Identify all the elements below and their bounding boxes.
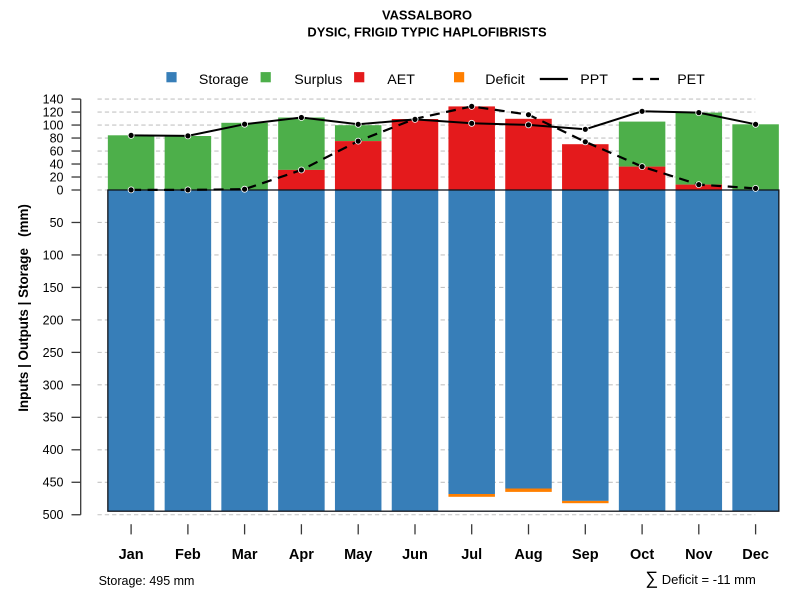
svg-text:60: 60 — [50, 144, 64, 158]
svg-text:300: 300 — [43, 378, 64, 392]
svg-text:∑: ∑ — [645, 568, 658, 588]
svg-text:50: 50 — [50, 216, 64, 230]
svg-text:Storage: 495 mm: Storage: 495 mm — [99, 574, 195, 588]
svg-text:80: 80 — [50, 131, 64, 145]
svg-text:Jan: Jan — [119, 547, 144, 563]
svg-text:150: 150 — [43, 281, 64, 295]
svg-text:PET: PET — [677, 72, 705, 88]
svg-text:Deficit: Deficit — [485, 72, 524, 88]
svg-text:May: May — [344, 547, 372, 563]
svg-text:120: 120 — [43, 105, 64, 119]
svg-text:40: 40 — [50, 157, 64, 171]
svg-text:400: 400 — [43, 443, 64, 457]
svg-text:100: 100 — [43, 118, 64, 132]
svg-text:Jul: Jul — [461, 547, 482, 563]
svg-text:Sep: Sep — [572, 547, 599, 563]
svg-text:Jun: Jun — [402, 547, 428, 563]
svg-text:500: 500 — [43, 508, 64, 522]
svg-text:450: 450 — [43, 476, 64, 490]
svg-text:250: 250 — [43, 346, 64, 360]
svg-text:AET: AET — [387, 72, 415, 88]
svg-text:Oct: Oct — [630, 547, 654, 563]
svg-text:Apr: Apr — [289, 547, 314, 563]
svg-text:350: 350 — [43, 411, 64, 425]
svg-text:Nov: Nov — [685, 547, 712, 563]
svg-text:PPT: PPT — [580, 72, 608, 88]
svg-text:Deficit = -11 mm: Deficit = -11 mm — [662, 572, 756, 587]
svg-text:200: 200 — [43, 313, 64, 327]
svg-text:0: 0 — [57, 183, 64, 197]
svg-text:Mar: Mar — [232, 547, 258, 563]
svg-text:Inputs | Outputs | Storage (: Inputs | Outputs | Storage (mm) — [16, 204, 31, 412]
svg-text:140: 140 — [43, 92, 64, 106]
svg-text:Feb: Feb — [175, 547, 201, 563]
svg-text:Aug: Aug — [514, 547, 542, 563]
svg-text:20: 20 — [50, 170, 64, 184]
svg-text:Surplus: Surplus — [294, 72, 342, 88]
svg-text:DYSIC, FRIGID TYPIC HAPLOFIBRI: DYSIC, FRIGID TYPIC HAPLOFIBRISTS — [307, 25, 547, 40]
svg-text:100: 100 — [43, 248, 64, 262]
svg-text:VASSALBORO: VASSALBORO — [382, 8, 472, 23]
svg-text:Storage: Storage — [199, 72, 249, 88]
svg-text:Dec: Dec — [742, 547, 769, 563]
